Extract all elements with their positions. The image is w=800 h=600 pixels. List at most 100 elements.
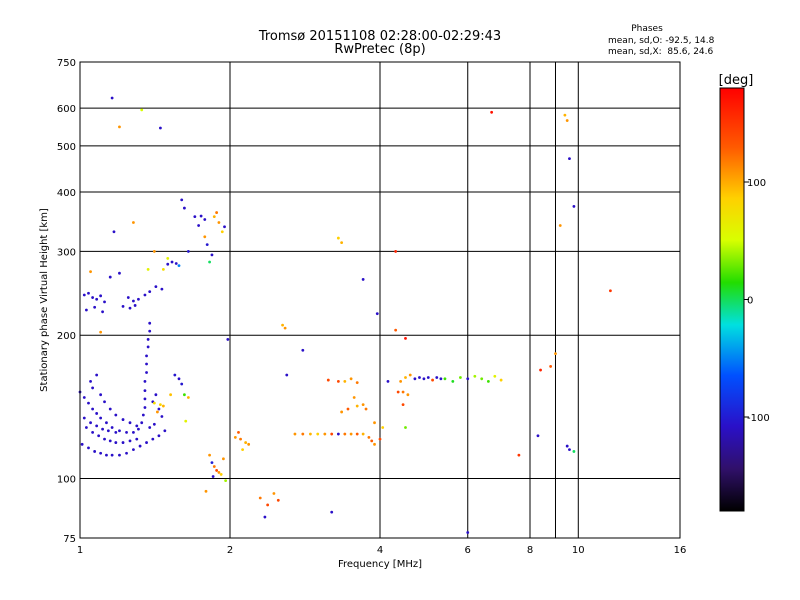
data-point [244,441,248,444]
data-point [572,450,576,453]
colorbar-ticks: 100 0 -100 [744,178,770,424]
data-point [152,250,156,253]
y-tick-label: 100 [57,475,76,486]
data-point [146,268,150,271]
data-point [161,268,165,271]
x-tick-label: 1 [77,545,83,556]
data-point [340,241,344,245]
data-point [105,421,108,425]
y-tick-label: 750 [57,58,76,69]
data-point [148,329,152,333]
data-point [493,374,497,378]
data-point [451,379,455,383]
data-point [336,379,340,383]
data-point [118,271,121,275]
data-point [103,437,106,441]
data-point [404,336,407,340]
data-point [84,426,88,429]
data-point [110,453,114,457]
data-point [160,415,164,418]
data-point [163,429,167,433]
data-point [355,404,359,408]
data-point [137,427,140,431]
data-point [145,354,148,358]
data-point [473,374,477,378]
data-point [413,377,417,381]
data-point [91,296,95,299]
data-point [517,453,521,457]
data-point [399,379,403,383]
data-point [145,441,148,444]
data-point [128,306,132,310]
data-point [93,450,97,453]
data-point [609,289,612,293]
data-point [239,437,242,441]
data-point [394,328,398,332]
data-point [549,365,553,368]
data-point [145,362,148,366]
data-point [343,379,347,383]
data-point [199,214,203,218]
data-point [126,296,130,299]
data-point [141,413,145,417]
data-point [97,434,101,438]
data-point [215,469,219,472]
data-point [105,453,108,457]
y-axis-label: Stationary phase Virtual Height [km] [39,208,50,392]
data-point [367,436,371,439]
data-point [466,377,470,381]
data-point [108,407,112,411]
data-point [459,376,462,379]
data-point [293,432,297,436]
x-tick-label: 6 [465,545,471,556]
data-point [169,393,173,397]
data-point [114,413,118,417]
data-point [128,439,132,443]
data-point [565,444,569,448]
data-point [283,326,287,330]
data-point [222,457,225,461]
data-point [323,432,327,436]
data-point [91,431,95,434]
data-point [536,434,540,438]
data-point [375,312,379,316]
data-point [170,260,174,264]
data-point [355,432,359,436]
data-point [381,426,385,429]
x-tick-labels: 1 2 4 6 8 10 16 [77,545,687,556]
data-point [95,373,99,377]
data-point [138,444,142,448]
data-point [112,230,116,234]
data-point [355,381,359,385]
data-point [154,285,158,289]
data-point [95,412,99,415]
data-point [91,386,95,390]
data-point [182,206,186,210]
data-point [132,299,135,303]
data-point [204,489,208,493]
data-point [152,401,156,405]
data-point [370,439,374,443]
data-point [87,401,90,405]
y-tick-label: 400 [57,188,76,199]
data-point [110,426,114,429]
data-point [197,224,201,227]
data-point [203,235,207,239]
data-point [266,503,270,507]
data-point [186,396,190,399]
data-point [80,442,84,446]
data-point [340,410,344,414]
data-point [159,403,162,406]
data-point [121,418,125,421]
data-point [422,377,426,381]
data-point [558,224,562,227]
data-point [343,432,347,436]
y-tick-label: 600 [57,104,76,115]
data-point [132,221,135,224]
data-point [426,376,430,379]
data-point [143,389,147,393]
data-point [217,471,221,474]
data-point [87,446,90,450]
data-point [208,453,211,457]
data-point [137,297,140,301]
